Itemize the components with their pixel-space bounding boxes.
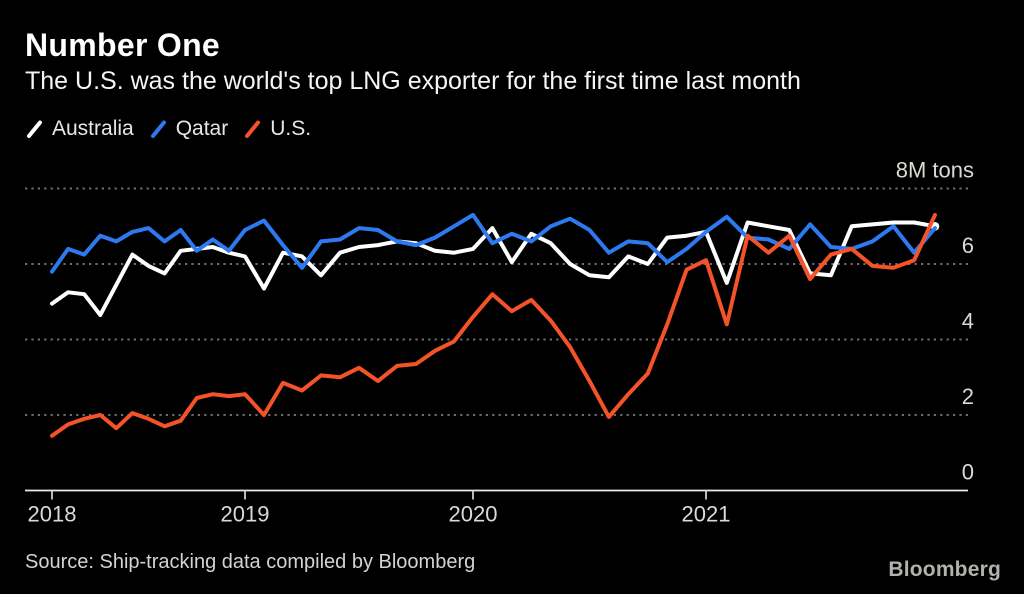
y-axis-label-0: 0: [962, 460, 974, 485]
series-line-us: [50, 212, 937, 438]
series-line-australia: [50, 220, 937, 317]
y-axis-label-2: 2: [962, 384, 974, 409]
y-axis-label-4: 4: [962, 309, 974, 334]
legend-swatch-australia-icon: [27, 120, 42, 138]
legend-item-australia: Australia: [24, 117, 134, 141]
legend-label-australia: Australia: [52, 117, 134, 140]
y-axis-label-6: 6: [962, 233, 974, 258]
series-line-qatar: [50, 212, 937, 274]
slash-icon: [150, 120, 166, 138]
legend-label-us: U.S.: [270, 117, 312, 140]
chart-title: Number One: [25, 27, 221, 63]
legend-label-qatar: Qatar: [175, 117, 229, 140]
bloomberg-logo: Bloomberg: [888, 558, 1001, 581]
x-axis-label-2019: 2019: [221, 502, 270, 527]
slash-icon: [27, 120, 42, 138]
x-axis-label-2020: 2020: [449, 502, 498, 527]
legend-swatch-us-icon: [245, 120, 261, 138]
slash-icon: [245, 120, 261, 138]
source-note: Source: Ship-tracking data compiled by B…: [25, 551, 476, 573]
y-axis-label-8: 8M tons: [896, 158, 974, 183]
legend-item-qatar: Qatar: [148, 117, 229, 141]
legend-swatch-qatar-icon: [150, 120, 166, 138]
chart-legend: Australia Qatar U.S.: [24, 117, 311, 141]
chart-subtitle: The U.S. was the world's top LNG exporte…: [25, 67, 801, 95]
x-axis-label-2021: 2021: [682, 502, 731, 527]
x-axis-label-2018: 2018: [28, 502, 77, 527]
legend-item-us: U.S.: [242, 117, 311, 141]
